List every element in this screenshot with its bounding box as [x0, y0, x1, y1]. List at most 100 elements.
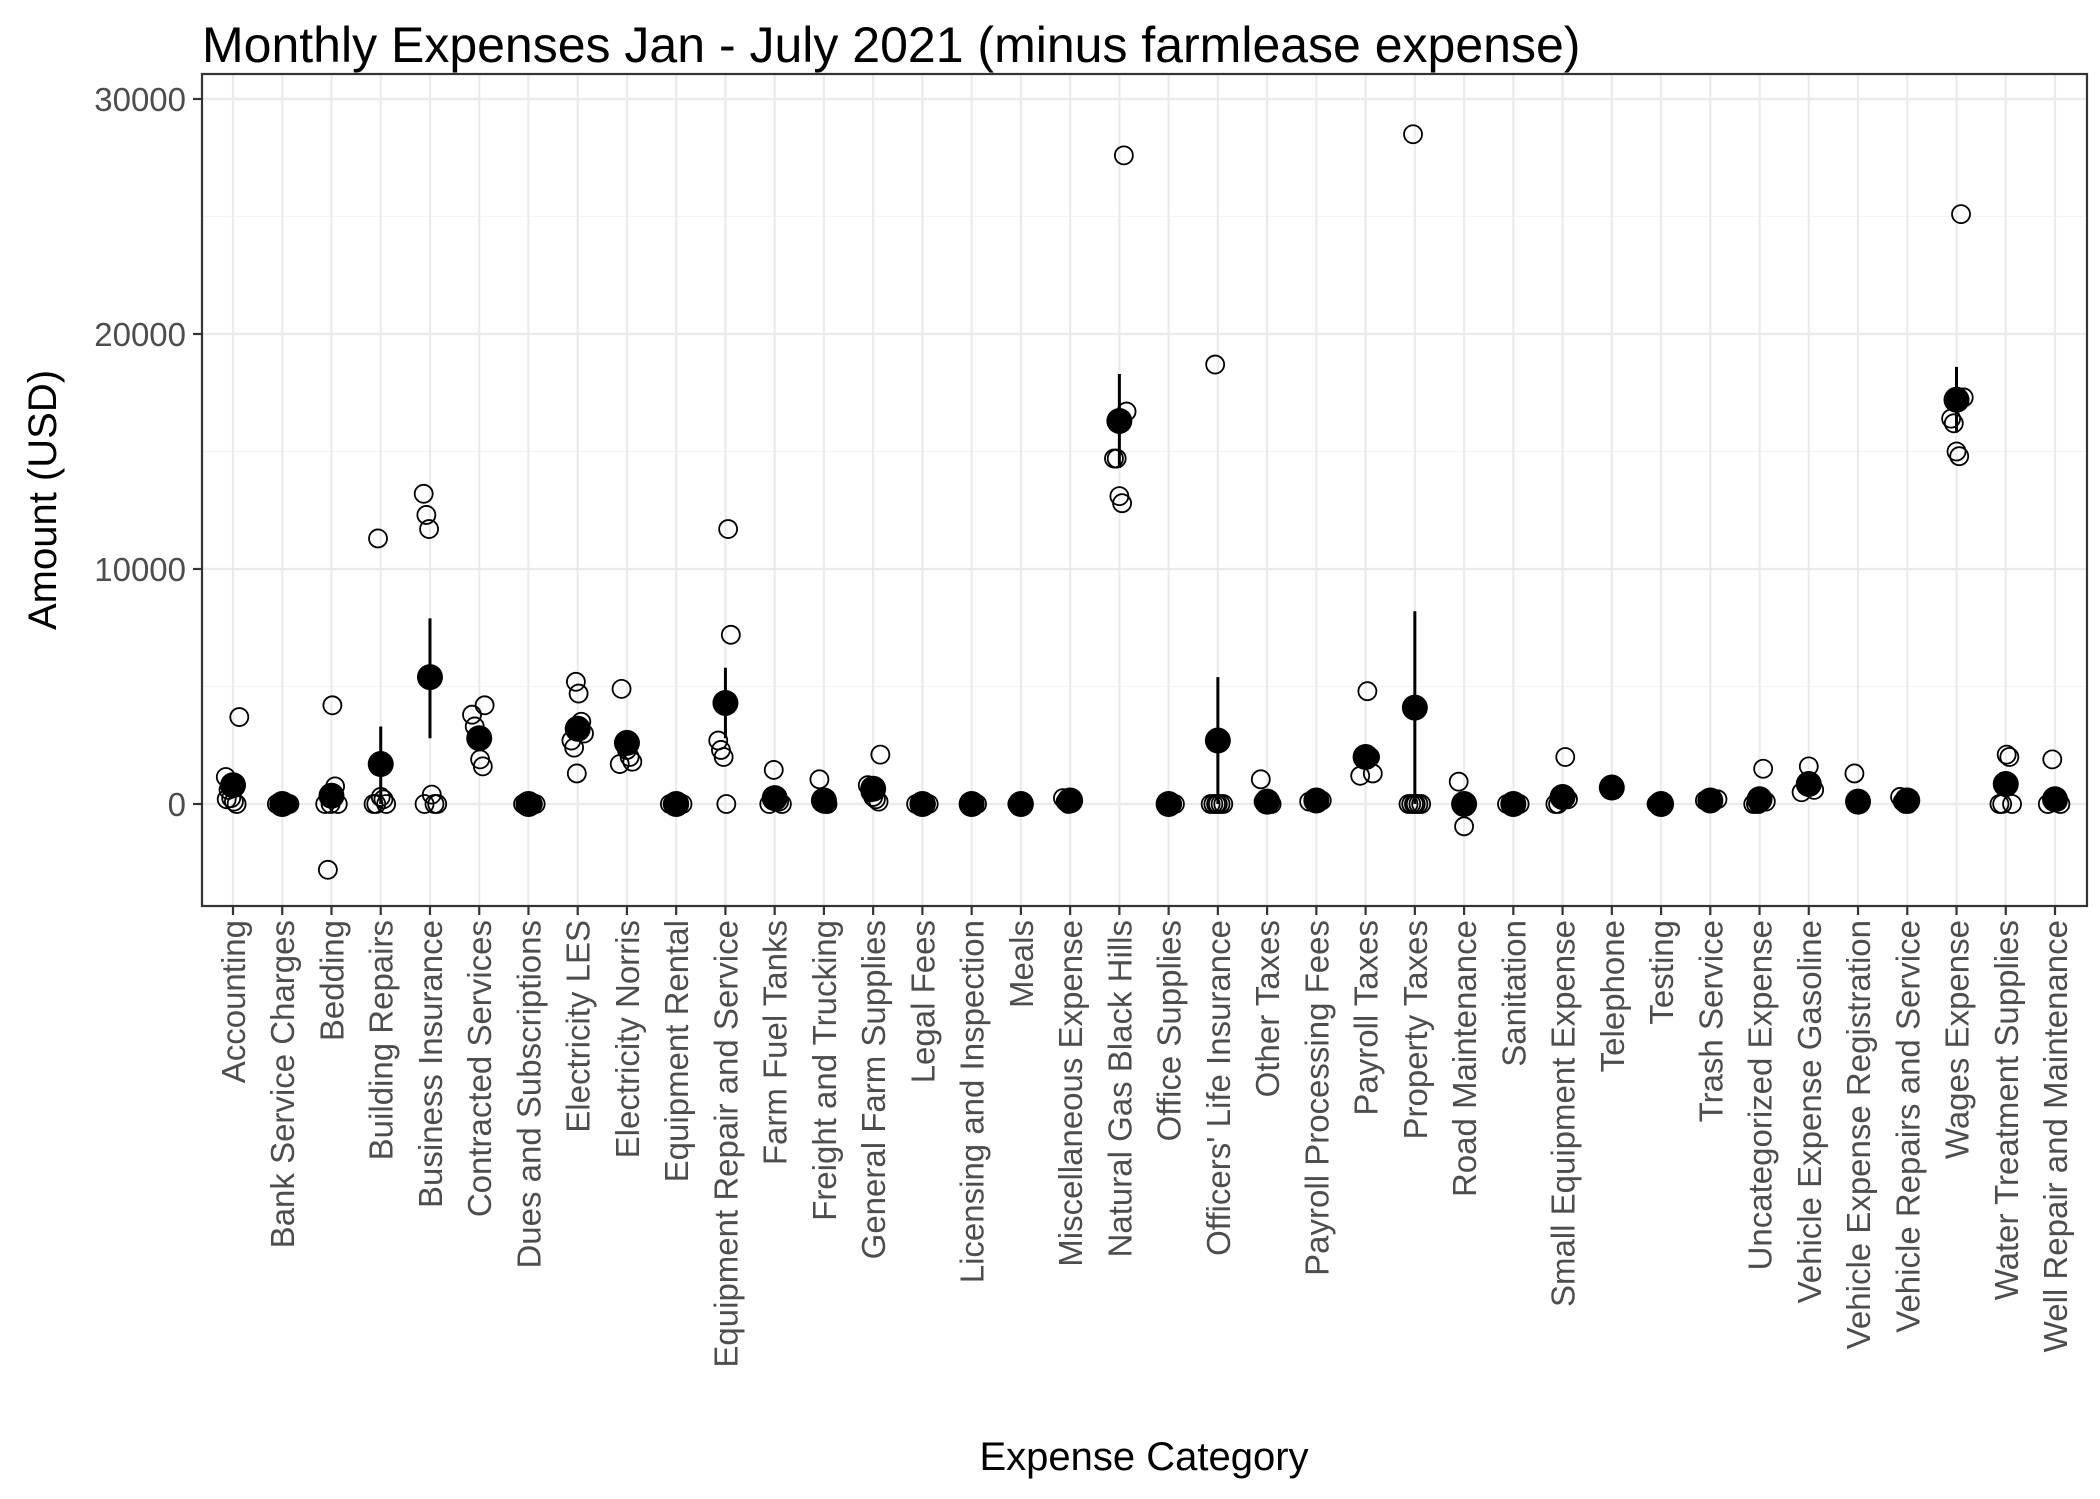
x-tick-label: Farm Fuel Tanks [757, 920, 794, 1165]
y-tick-label: 30000 [94, 81, 186, 118]
category-group [1598, 774, 1625, 801]
data-point [566, 671, 586, 692]
mean-point [663, 791, 690, 817]
mean-point [712, 689, 739, 716]
category-group [215, 707, 250, 814]
x-tick-label: Road Maintenance [1446, 920, 1483, 1197]
category-group [1545, 747, 1578, 814]
data-point [611, 678, 632, 699]
data-point [720, 624, 741, 645]
category-group [561, 671, 594, 784]
x-tick-label: Uncategorized Expense [1742, 920, 1779, 1270]
data-point [1113, 145, 1134, 166]
x-tick-label: Property Taxes [1397, 920, 1434, 1140]
x-tick-label: Office Supplies [1151, 920, 1188, 1141]
data-point [1996, 744, 2017, 765]
x-axis: Accounting Bank Service Charges Bedding Bui… [215, 906, 2074, 1368]
data-point [229, 707, 250, 727]
mean-point [1598, 774, 1625, 801]
x-tick-label: Licensing and Inspection [954, 920, 991, 1283]
x-tick-label: Bedding [313, 920, 350, 1041]
category-group [1694, 787, 1728, 814]
data-point [1753, 758, 1774, 779]
panel-frame [200, 72, 2089, 908]
category-group [809, 769, 838, 814]
category-group [759, 760, 792, 814]
category-group [659, 791, 693, 817]
x-tick-label: Payroll Processing Fees [1298, 920, 1335, 1276]
mean-point [860, 775, 887, 802]
category-group [1941, 204, 1974, 467]
data-point [1946, 441, 1967, 462]
category-group [1053, 787, 1084, 814]
x-tick-label: Officers' Life Insurance [1200, 920, 1237, 1256]
x-tick-label: Other Taxes [1249, 920, 1286, 1097]
mean-point [466, 725, 493, 752]
data-point [763, 760, 784, 780]
mean-point [1845, 788, 1872, 815]
mean-point [1894, 787, 1921, 814]
data-point [1555, 747, 1576, 767]
x-tick-label: Contracted Services [461, 920, 498, 1217]
y-tick-label: 20000 [94, 316, 186, 353]
mean-point [909, 791, 936, 817]
mean-point [1057, 787, 1084, 814]
data-point [368, 528, 388, 549]
data-point [568, 683, 589, 704]
x-tick-label: Vehicle Expense Gasoline [1791, 920, 1828, 1303]
x-tick-label: Bank Service Charges [264, 920, 301, 1248]
mean-point [318, 782, 345, 809]
mean-point [1155, 791, 1182, 817]
category-group [1350, 681, 1383, 786]
data-point [1448, 771, 1469, 792]
mean-point [1007, 791, 1034, 817]
data-point [427, 794, 448, 814]
data-point [472, 756, 493, 777]
data-point [566, 763, 587, 784]
category-group [857, 744, 891, 812]
category-group [266, 791, 300, 817]
mean-point [1500, 791, 1527, 817]
category-group [413, 483, 448, 814]
data-point [1949, 446, 1970, 467]
data-point [1112, 493, 1132, 514]
x-tick-label: Equipment Repair and Service [707, 920, 744, 1368]
mean-point [1401, 694, 1428, 721]
data-point [713, 747, 734, 767]
data-point [1205, 354, 1226, 375]
mean-point [269, 791, 296, 817]
data-series [215, 124, 2071, 880]
x-tick-label: Building Repairs [363, 920, 400, 1160]
category-group [1200, 354, 1234, 814]
data-point [1250, 769, 1271, 790]
category-group [315, 695, 348, 880]
x-tick-label: Vehicle Expense Registration [1840, 920, 1877, 1349]
mean-point [1648, 791, 1675, 817]
x-tick-label: Telephone [1594, 920, 1631, 1072]
x-tick-label: Equipment Rental [658, 920, 695, 1182]
category-group [958, 791, 987, 817]
x-tick-label: Wages Expense [1939, 920, 1976, 1159]
data-point [870, 744, 891, 765]
data-point [1357, 681, 1378, 702]
x-tick-label: Vehicle Repairs and Service [1889, 920, 1926, 1333]
mean-point [564, 715, 591, 742]
mean-point [1204, 727, 1231, 754]
chart-title: Monthly Expenses Jan - July 2021 (minus … [202, 17, 1580, 73]
data-point [376, 794, 397, 814]
mean-point [1303, 787, 1330, 814]
mean-point [1943, 386, 1970, 413]
data-point [462, 704, 482, 725]
mean-point [1992, 771, 2019, 798]
data-point [1106, 448, 1127, 469]
mean-point [761, 785, 788, 812]
mean-point [1549, 783, 1576, 810]
category-group [1890, 787, 1921, 814]
category-group [1250, 769, 1282, 815]
y-axis: 0 10000 20000 30000 [94, 81, 202, 823]
category-group [1791, 756, 1825, 803]
category-group [1743, 758, 1776, 814]
data-point [366, 794, 387, 814]
x-axis-title: Expense Category [979, 1435, 1308, 1479]
data-point [1844, 763, 1865, 784]
